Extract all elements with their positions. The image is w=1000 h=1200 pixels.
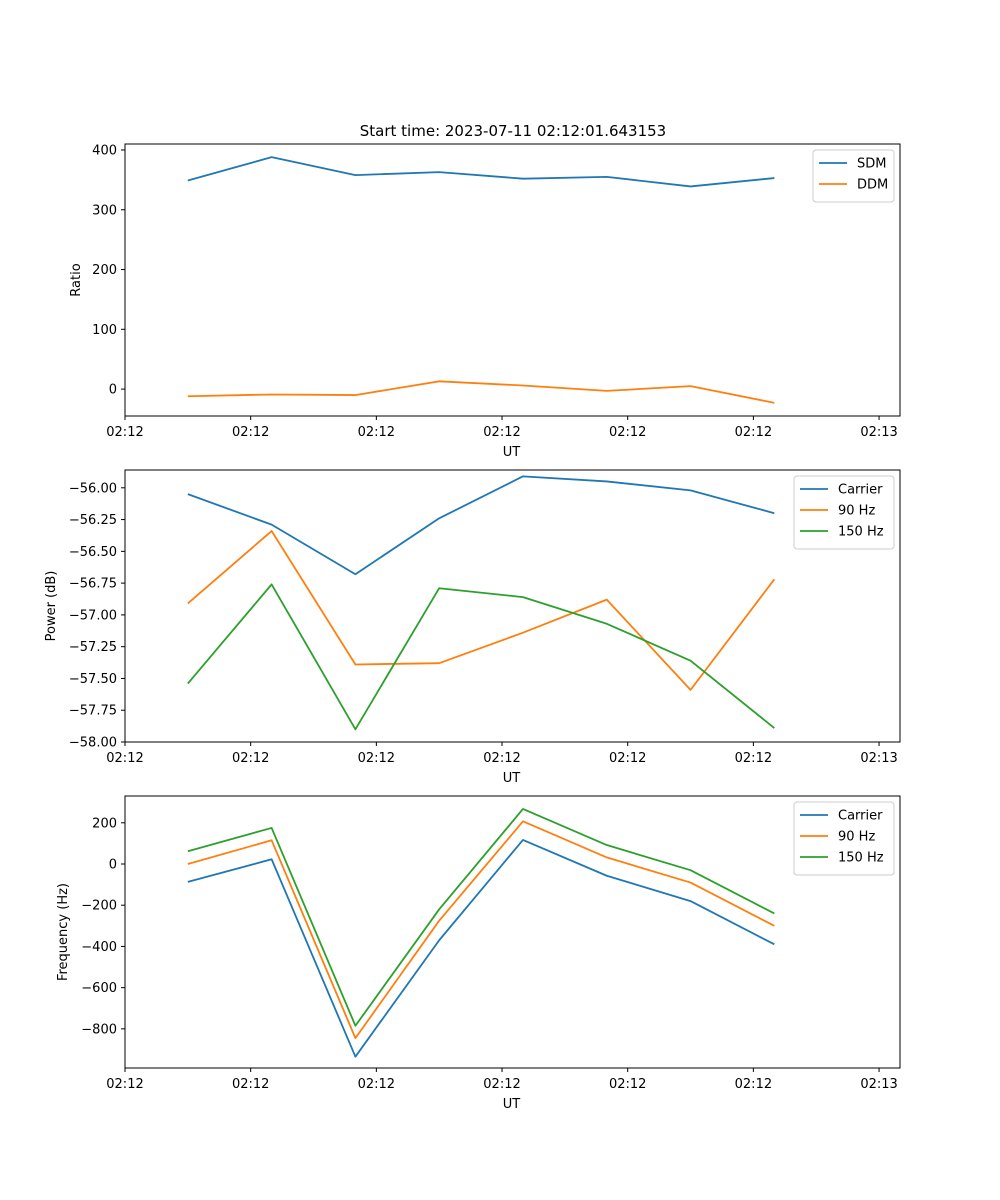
legend-label: Carrier <box>838 809 883 824</box>
x-tick-label: 02:12 <box>106 425 143 440</box>
y-tick-label: 200 <box>92 816 117 831</box>
x-tick-label: 02:12 <box>232 425 269 440</box>
x-tick-label: 02:12 <box>232 751 269 766</box>
x-axis-label: UT <box>503 771 521 786</box>
x-tick-label: 02:12 <box>483 425 520 440</box>
y-axis-label: Power (dB) <box>44 571 59 642</box>
series-line-90-hz <box>187 530 776 691</box>
subplot-1: 02:12 02:12 02:12 02:12 02:12 02:12 02:13 0 100 2… <box>69 143 901 460</box>
y-tick-label: −800 <box>81 1022 117 1037</box>
x-tick-label: 02:12 <box>106 1077 143 1092</box>
legend: Carrier 90 Hz 150 Hz <box>793 801 895 876</box>
y-axis-label: Frequency (Hz) <box>56 883 71 981</box>
y-tick-label: 0 <box>109 858 117 873</box>
x-tick-label: 02:12 <box>483 1077 520 1092</box>
x-tick-label: 02:12 <box>735 751 772 766</box>
subplot-2: 02:12 02:12 02:12 02:12 02:12 02:12 02:13 −58.0… <box>44 469 901 786</box>
x-tick-label: 02:12 <box>232 1077 269 1092</box>
series-line-90-hz <box>187 820 775 1040</box>
plot-frame <box>124 795 901 1069</box>
x-tick-label: 02:13 <box>860 425 897 440</box>
legend-label: 90 Hz <box>838 504 875 519</box>
plot-frame <box>124 469 901 743</box>
plot-frame <box>124 143 901 417</box>
y-tick-label: −57.25 <box>69 640 117 655</box>
y-tick-label: −56.50 <box>69 545 117 560</box>
series-line-150-hz <box>187 808 775 1027</box>
x-tick-label: 02:12 <box>358 425 395 440</box>
y-tick-label: 400 <box>92 143 117 158</box>
legend: Carrier 90 Hz 150 Hz <box>793 475 895 550</box>
series-line-ddm <box>187 380 775 404</box>
legend-label: Carrier <box>838 483 883 498</box>
subplot-3: 02:12 02:12 02:12 02:12 02:12 02:12 02:13 −800 −… <box>56 795 901 1112</box>
series-line-carrier <box>187 838 775 1058</box>
y-tick-label: −56.25 <box>69 513 117 528</box>
x-tick-label: 02:12 <box>609 1077 646 1092</box>
y-tick-label: −58.00 <box>69 736 117 751</box>
y-tick-label: 200 <box>92 263 117 278</box>
legend-label: 90 Hz <box>838 830 875 845</box>
x-tick-label: 02:12 <box>735 425 772 440</box>
figure-title: Start time: 2023-07-11 02:12:01.643153 <box>360 122 666 140</box>
y-tick-label: −57.00 <box>69 608 117 623</box>
subplots: 02:12 02:12 02:12 02:12 02:12 02:12 02:13 0 100 2… <box>44 143 901 1112</box>
y-tick-label: −57.50 <box>69 672 117 687</box>
legend-label: SDM <box>857 157 886 172</box>
x-tick-label: 02:12 <box>735 1077 772 1092</box>
y-tick-label: 300 <box>92 203 117 218</box>
y-tick-label: −200 <box>81 899 117 914</box>
y-tick-label: 0 <box>109 383 117 398</box>
x-tick-label: 02:12 <box>609 751 646 766</box>
x-tick-label: 02:12 <box>609 425 646 440</box>
x-tick-label: 02:13 <box>860 751 897 766</box>
legend-label: 150 Hz <box>838 525 884 540</box>
y-tick-label: −56.75 <box>69 577 117 592</box>
x-tick-label: 02:12 <box>106 751 143 766</box>
x-tick-label: 02:12 <box>358 1077 395 1092</box>
legend-label: DDM <box>857 178 888 193</box>
y-tick-label: −56.00 <box>69 481 117 496</box>
x-tick-label: 02:13 <box>860 1077 897 1092</box>
y-tick-label: −600 <box>81 981 117 996</box>
x-axis-label: UT <box>503 1097 521 1112</box>
legend-label: 150 Hz <box>838 851 884 866</box>
y-tick-label: −57.75 <box>69 704 117 719</box>
series-line-150-hz <box>187 583 775 731</box>
x-tick-label: 02:12 <box>358 751 395 766</box>
legend: SDM DDM <box>812 149 895 203</box>
series-line-carrier <box>187 475 775 576</box>
series-line-sdm <box>187 156 775 188</box>
y-tick-label: 100 <box>92 323 117 338</box>
x-axis-label: UT <box>503 445 521 460</box>
x-tick-label: 02:12 <box>483 751 520 766</box>
y-tick-label: −400 <box>81 940 117 955</box>
y-axis-label: Ratio <box>69 263 84 296</box>
